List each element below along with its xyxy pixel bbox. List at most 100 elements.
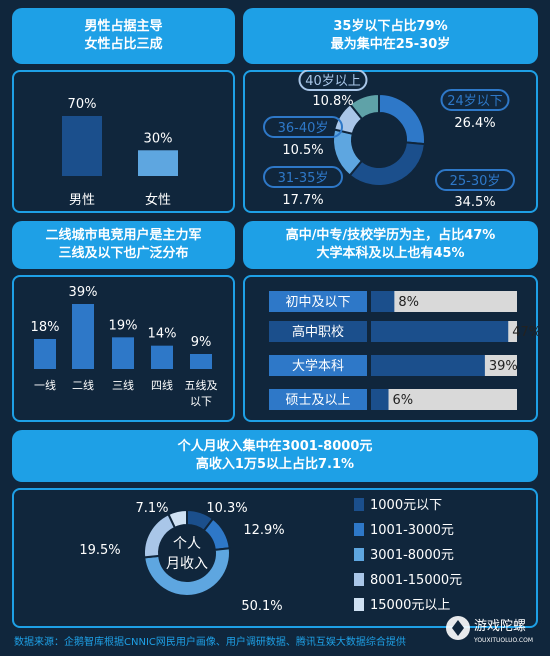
gender-category-label: 女性 [145,192,171,208]
gender-value-label: 70% [68,97,97,112]
edu-panel [243,275,538,422]
city-value-label: 18% [31,320,60,335]
income-title-line-2: 高收入1万5以上占比7.1% [195,457,355,472]
age-value-label: 34.5% [454,195,495,210]
gender-panel [12,70,235,213]
income-value-label: 12.9% [243,523,284,538]
city-value-label: 9% [191,335,212,350]
edu-category-label: 初中及以下 [285,295,350,310]
age-category-label: 40岁以上 [305,74,361,89]
age-value-label: 10.8% [312,94,353,109]
gender-value-label: 30% [144,131,173,146]
age-title-line-1: 35岁以下占比79% [333,19,448,34]
edu-category-label: 高中职校 [292,324,344,340]
age-value-label: 10.5% [282,143,323,158]
age-donut-slice [348,92,380,121]
income-legend-swatch [354,498,364,511]
city-value-label: 19% [109,318,138,333]
income-legend-label: 3001-8000元 [370,548,454,563]
income-value-label: 19.5% [79,543,120,558]
edu-value-label: 6% [393,393,414,408]
age-value-label: 26.4% [454,116,495,131]
edu-category-box [269,355,367,376]
edu-bar-fill [371,355,485,376]
watermark-name: 游戏陀螺 [474,618,526,634]
age-value-label: 17.7% [282,193,323,208]
age-category-label: 36-40岁 [278,121,329,136]
income-value-label: 50.1% [241,599,282,614]
data-source-note: 数据来源：企鹅智库根据CNNIC网民用户画像、用户调研数据、腾讯互娱大数据综合提… [14,637,406,648]
edu-bar-track [371,389,517,410]
age-panel [243,70,538,213]
income-donut-slice [143,512,177,559]
gender-bar [62,116,102,176]
income-legend-swatch [354,598,364,611]
income-center-label: 个人 [173,536,201,552]
age-category-tag [435,169,515,191]
city-section-title: 二线城市电竞用户是主力军 三线及以下也广泛分布 [12,221,235,269]
city-category-label: 一线 [34,378,56,392]
city-bar [151,345,173,369]
gender-chart: 70% 男性 30% 女性 [62,97,178,208]
age-title-line-2: 最为集中在25-30岁 [330,37,451,52]
city-value-label: 14% [148,327,177,342]
age-donut-slice [378,92,426,146]
income-chart: 个人月收入 10.3% 12.9% 50.1% 19.5% 7.1% 1000元以下 1001… [79,498,462,614]
edu-title-line-2: 大学本科及以上也有45% [316,246,465,261]
edu-title-line-1: 高中/中专/技校学历为主，占比47% [285,228,496,243]
income-donut-slice [143,547,231,597]
city-title-line-1: 二线城市电竞用户是主力军 [45,228,202,243]
age-section-title: 35岁以下占比79% 最为集中在25-30岁 [243,8,538,64]
edu-category-label: 硕士及以上 [285,393,350,408]
edu-value-label: 39% [489,359,518,374]
city-category-label: 四线 [151,378,173,392]
city-category-label: 五线及 [185,378,218,392]
income-legend-swatch [354,523,364,536]
watermark-logo: 游戏陀螺 YOUXITUOLUO.COM [442,610,542,650]
edu-bar-fill [371,389,389,410]
edu-chart: 初中及以下 8% 高中职校 47% 大学本科 39% 硕士及以上 6% [269,291,538,410]
age-chart: 24岁以下 26.4% 25-30岁 34.5% 31-35岁 17.7% 36-40岁 10… [263,70,515,210]
city-category-label: 二线 [72,378,94,392]
income-legend-swatch [354,548,364,561]
city-bar [72,304,94,369]
age-category-tag [263,166,343,188]
watermark-url: YOUXITUOLUO.COM [473,637,533,644]
city-panel [12,275,235,422]
city-bar [34,339,56,369]
edu-value-label: 47% [512,325,538,340]
income-legend-swatch [354,573,364,586]
income-center-label-2: 月收入 [166,556,208,572]
edu-category-label: 大学本科 [292,358,344,374]
city-bar [190,354,212,369]
age-donut-slice [348,141,426,187]
age-category-tag [440,89,510,111]
edu-section-title: 高中/中专/技校学历为主，占比47% 大学本科及以上也有45% [243,221,538,269]
income-legend-label: 8001-15000元 [370,573,462,588]
edu-category-box [269,291,367,312]
city-title-line-2: 三线及以下也广泛分布 [58,246,189,261]
gender-section-title: 男性占据主导 女性占比三成 [12,8,235,64]
age-category-tag [298,70,368,91]
city-bar [112,337,134,369]
age-category-label: 31-35岁 [278,171,329,186]
edu-value-label: 8% [398,295,419,310]
gender-category-label: 男性 [69,193,95,208]
city-category-label: 三线 [112,378,134,392]
income-panel [12,488,538,628]
gender-title-line-2: 女性占比三成 [84,37,163,52]
edu-bar-fill [371,321,509,342]
edu-bar-track [371,291,517,312]
income-legend-label: 1001-3000元 [370,523,454,538]
edu-category-box [269,321,367,342]
income-donut-slice [167,508,188,530]
income-value-label: 10.3% [206,501,247,516]
age-category-tag [263,116,343,138]
edu-category-box [269,389,367,410]
income-section-title: 个人月收入集中在3001-8000元 高收入1万5以上占比7.1% [12,430,538,482]
age-category-label: 25-30岁 [450,174,501,189]
gender-title-line-1: 男性占据主导 [84,19,163,34]
age-category-label: 24岁以下 [447,94,503,109]
income-title-line-1: 个人月收入集中在3001-8000元 [177,439,373,454]
